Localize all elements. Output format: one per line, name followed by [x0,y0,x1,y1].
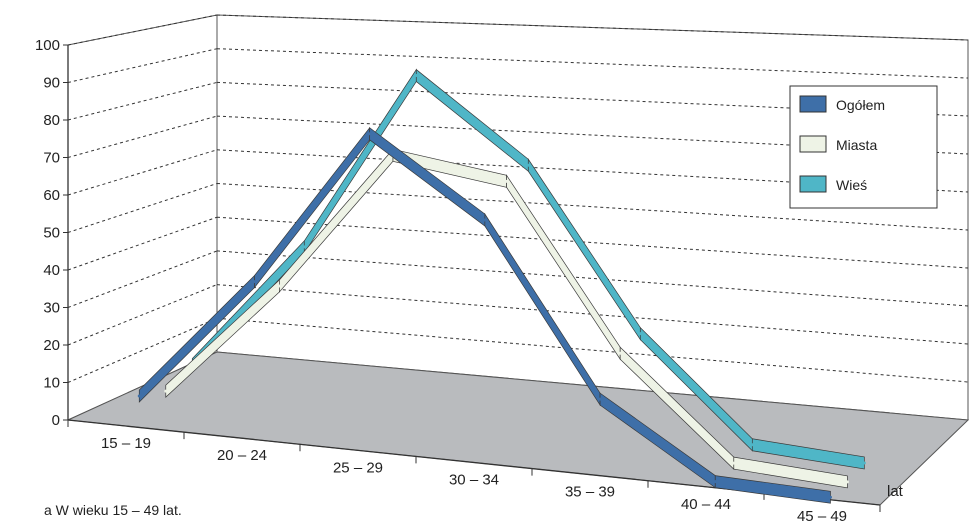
gridline-left [67,216,218,271]
x-category-label: 30 – 34 [449,472,499,489]
data-point [638,332,642,336]
y-tick-label: 60 [43,187,60,204]
data-point [750,443,754,447]
data-point [828,495,832,499]
x-category-label: 45 – 49 [797,508,847,524]
data-point [618,351,622,355]
series-segment [714,475,831,504]
gridline-left [67,183,218,233]
data-point [598,397,602,401]
y-tick-label: 50 [43,225,60,242]
y-tick-label: 80 [43,112,60,129]
y-tick-label: 0 [52,412,60,429]
y-tick-label: 90 [43,75,60,92]
y-tick-label: 100 [35,37,60,54]
series-segment [733,456,848,489]
legend-label: Wieś [836,177,867,193]
y-tick-label: 40 [43,262,60,279]
data-point [845,480,849,484]
gridline-left [67,115,218,158]
y-tick-label: 70 [43,150,60,167]
y-tick-label: 30 [43,300,60,317]
x-category-label: 20 – 24 [217,447,267,464]
data-point [414,74,418,78]
gridline-left [67,14,218,46]
data-point [713,480,717,484]
legend-swatch [799,135,827,153]
legend-swatch [799,95,827,113]
series-ribbons [137,68,866,504]
x-category-label: 25 – 29 [333,459,383,476]
x-category-label: 15 – 19 [101,435,151,452]
series-ribbon [164,148,849,489]
data-point [368,132,372,136]
gridline-left [67,149,218,196]
gridline-left [67,81,218,121]
x-category-label: 35 – 39 [565,484,615,501]
series-segment [751,438,865,470]
data-point [732,461,736,465]
y-tick-label: 20 [43,337,60,354]
legend-label: Miasta [836,137,877,153]
series-ribbon [137,126,832,504]
x-category-labels: 15 – 19 20 – 24 25 – 29 30 – 34 35 – 39 40 – … [67,420,881,524]
data-point [252,280,256,284]
y-tick-label: 10 [43,375,60,392]
gridline-back [216,48,969,79]
data-point [862,461,866,465]
data-point [483,218,487,222]
series-ribbon [190,68,866,470]
data-point [505,179,509,183]
data-point [302,245,306,249]
y-tick-labels: 0 10 20 30 40 50 60 70 80 90 100 [35,37,60,429]
gridline-left [67,250,218,308]
legend: Ogółem Miasta Wieś [789,85,938,209]
legend-label: Ogółem [836,97,885,113]
data-point [526,163,530,167]
gridline-left [67,48,218,83]
footnote: a W wieku 15 – 49 lat. [44,502,182,518]
x-axis-title: lat [887,483,904,500]
data-point [277,284,281,288]
data-point [137,394,141,398]
legend-swatch [799,175,827,193]
gridline-back [216,14,969,41]
gridline-left [67,284,218,346]
chart-back-wall [216,14,969,421]
x-category-label: 40 – 44 [681,496,731,513]
data-point [164,389,168,393]
